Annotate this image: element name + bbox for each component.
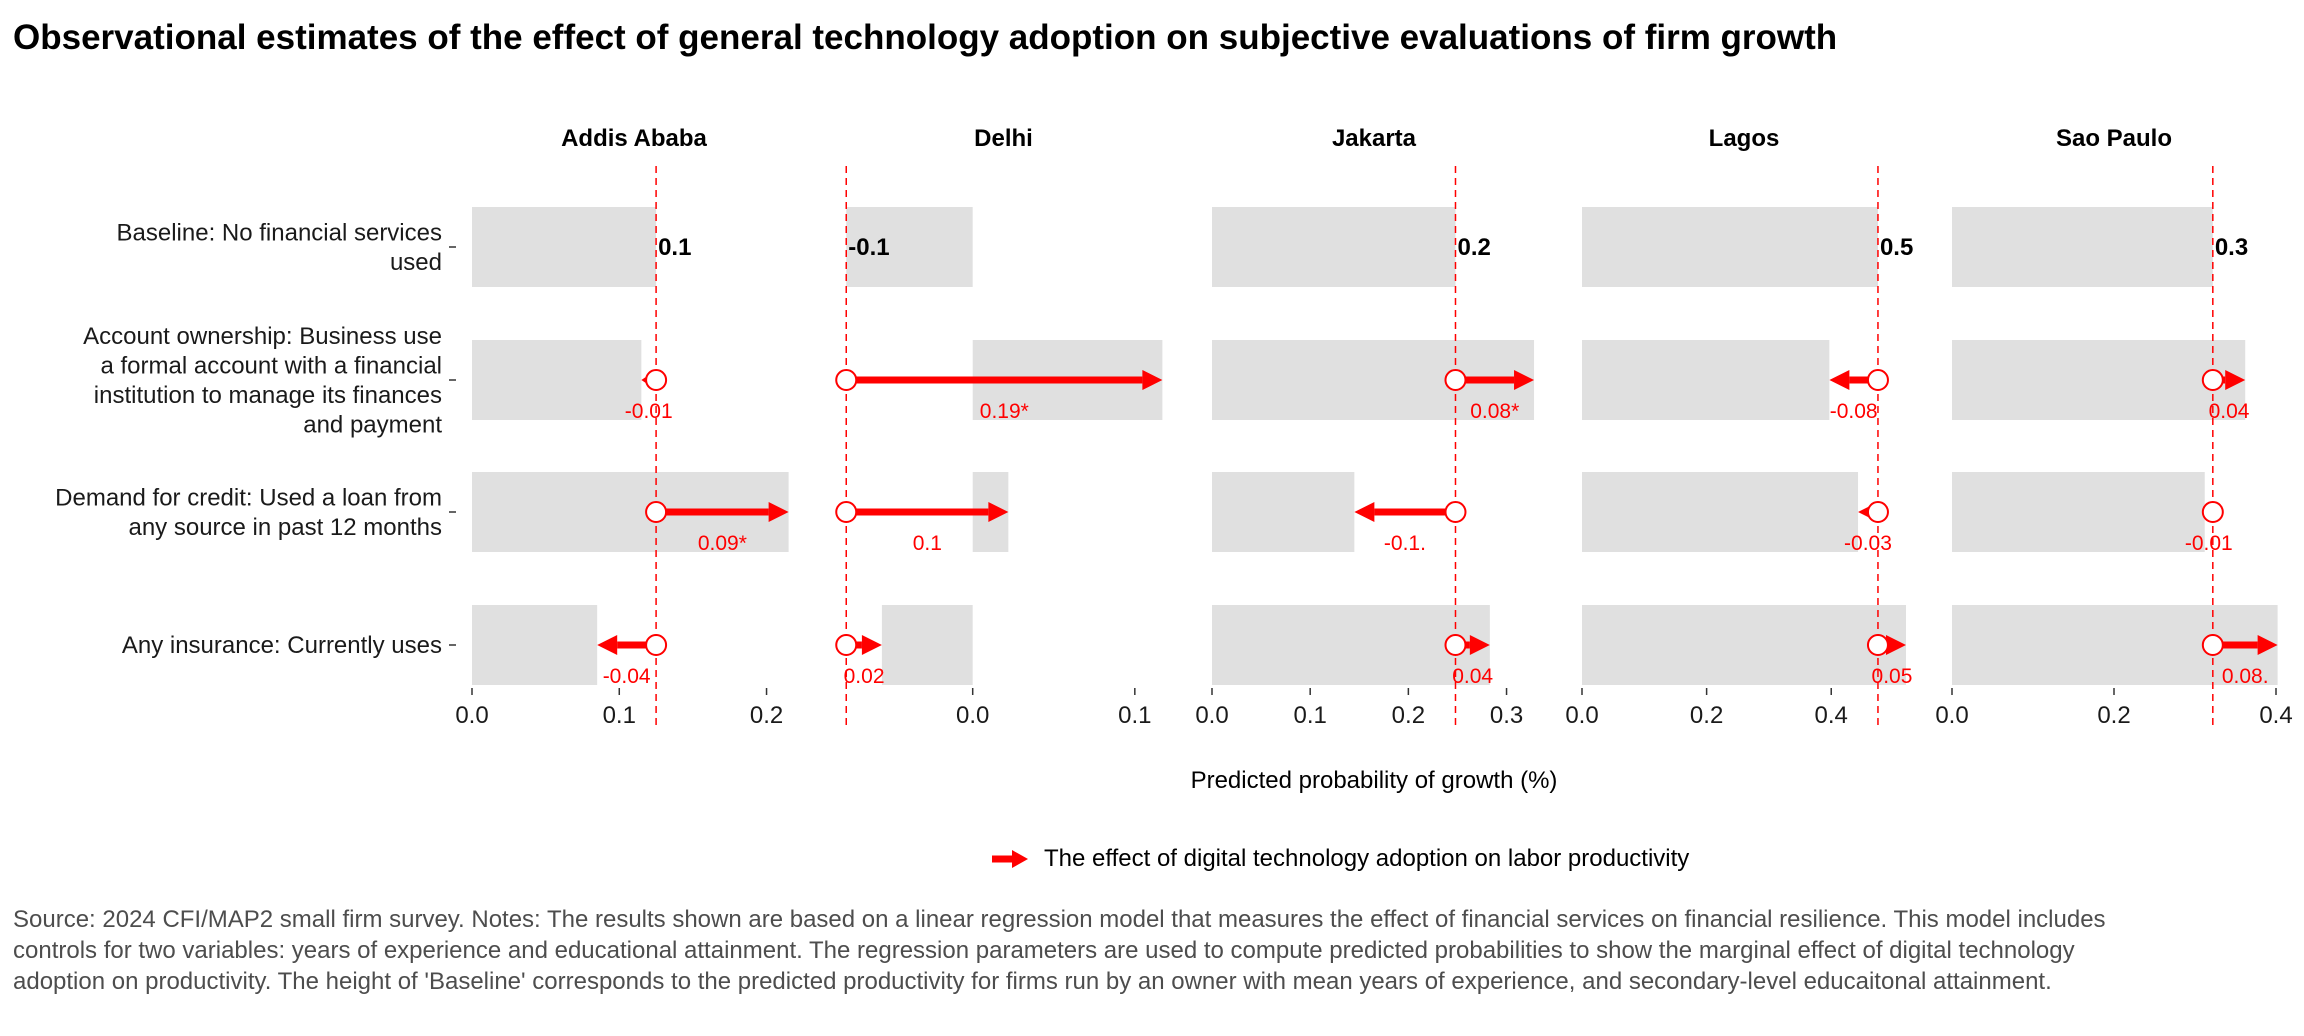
arrow-icon — [992, 850, 1028, 868]
effect-label: -0.04 — [603, 665, 651, 688]
bar — [1952, 472, 2205, 552]
x-tick-label: 0.3 — [1490, 702, 1523, 729]
x-tick-label: 0.0 — [1565, 702, 1598, 729]
effect-origin-point — [2201, 634, 2224, 656]
baseline-value-label: 0.3 — [2215, 234, 2248, 261]
effect-arrow-head — [1469, 635, 1490, 655]
effect-arrow-head — [1886, 635, 1906, 655]
panel-title: Sao Paulo — [2056, 125, 2172, 152]
effect-arrow-head — [1829, 370, 1850, 390]
bar — [1212, 605, 1490, 685]
effect-origin-point — [645, 634, 668, 656]
x-tick-label: 0.1 — [603, 702, 636, 729]
bar — [1582, 340, 1830, 420]
row-label: Account ownership: Business use — [83, 323, 442, 350]
effect-label: 0.08. — [2222, 665, 2269, 688]
effect-origin-point — [1866, 369, 1889, 391]
effect-origin-point — [1866, 501, 1889, 523]
bar — [472, 207, 657, 287]
row-label: any source in past 12 months — [128, 514, 442, 541]
effect-arrow-head — [1142, 370, 1163, 390]
bar — [1582, 472, 1859, 552]
effect-arrow-head — [2257, 635, 2278, 655]
effect-label: -0.08 — [1830, 400, 1878, 423]
effect-origin-point — [1444, 369, 1467, 391]
effect-label: 0.1 — [913, 532, 942, 555]
row-label: a formal account with a financial — [100, 352, 442, 379]
effect-arrow-head — [1514, 370, 1535, 390]
effect-origin-point — [645, 501, 668, 523]
bar — [1582, 605, 1906, 685]
chart-title: Observational estimates of the effect of… — [13, 18, 1838, 57]
bar — [472, 605, 598, 685]
effect-origin-point — [835, 501, 858, 523]
effect-label: 0.04 — [1452, 665, 1493, 688]
bar — [1952, 340, 2246, 420]
effect-label: -0.01 — [625, 400, 673, 423]
bar — [1212, 207, 1456, 287]
effect-label: 0.05 — [1872, 665, 1913, 688]
baseline-value-label: 0.2 — [1457, 234, 1490, 261]
x-tick-label: 0.0 — [455, 702, 488, 729]
effect-origin-point — [835, 369, 858, 391]
effect-origin-point — [1444, 634, 1467, 656]
x-tick-label: 0.0 — [1195, 702, 1228, 729]
effect-origin-point — [645, 369, 668, 391]
effect-origin-point — [2201, 369, 2224, 391]
effect-arrow-head — [1354, 502, 1375, 522]
x-tick-label: 0.2 — [1690, 702, 1723, 729]
effect-arrow-head — [597, 635, 618, 655]
baseline-value-label: 0.1 — [658, 234, 691, 261]
effect-label: 0.04 — [2209, 400, 2250, 423]
x-tick-label: 0.4 — [1815, 702, 1848, 729]
effect-label: 0.09* — [698, 532, 747, 555]
baseline-value-label: 0.5 — [1880, 234, 1913, 261]
bar — [1582, 207, 1878, 287]
effect-label: -0.1. — [1384, 532, 1426, 555]
x-axis-title: Predicted probability of growth (%) — [1191, 767, 1558, 794]
effect-label: 0.08* — [1470, 400, 1519, 423]
x-tick-label: 0.0 — [956, 702, 989, 729]
x-tick-label: 0.1 — [1293, 702, 1326, 729]
faceted-chart: Baseline: No financial services used Accou… — [55, 125, 2293, 794]
x-tick-label: 0.0 — [1935, 702, 1968, 729]
effect-arrow-head — [861, 635, 882, 655]
bar — [1952, 207, 2213, 287]
source-note: Source: 2024 CFI/MAP2 small firm survey.… — [13, 906, 2106, 995]
x-tick-label: 0.2 — [2097, 702, 2130, 729]
x-tick-label: 0.4 — [2259, 702, 2292, 729]
row-label: Baseline: No financial services — [117, 219, 443, 246]
panel-title: Addis Ababa — [561, 125, 707, 152]
x-tick-label: 0.1 — [1118, 702, 1151, 729]
row-label: institution to manage its finances — [94, 382, 442, 409]
panel-title: Lagos — [1709, 125, 1780, 152]
effect-origin-point — [2201, 501, 2224, 523]
effect-label: 0.02 — [844, 665, 885, 688]
row-label: and payment — [303, 411, 442, 438]
row-label: used — [390, 249, 442, 276]
effect-arrow-head — [768, 502, 789, 522]
row-label: Any insurance: Currently uses — [122, 632, 442, 659]
effect-arrow-head — [2225, 370, 2246, 390]
panel-title: Jakarta — [1332, 125, 1417, 152]
panel-title: Delhi — [974, 125, 1033, 152]
bar — [1212, 472, 1355, 552]
effect-label: -0.03 — [1844, 532, 1892, 555]
effect-arrow-head — [988, 502, 1009, 522]
effect-label: -0.01 — [2185, 532, 2233, 555]
legend-label: The effect of digital technology adoptio… — [1044, 845, 1690, 872]
x-tick-label: 0.2 — [750, 702, 783, 729]
x-tick-label: 0.2 — [1392, 702, 1425, 729]
bar — [846, 207, 973, 287]
bar — [881, 605, 973, 685]
baseline-value-label: -0.1 — [848, 234, 889, 261]
row-label: Demand for credit: Used a loan from — [55, 484, 442, 511]
bar — [472, 340, 642, 420]
effect-origin-point — [1444, 501, 1467, 523]
legend: The effect of digital technology adoptio… — [990, 842, 1689, 876]
effect-origin-point — [835, 634, 858, 656]
effect-origin-point — [1866, 634, 1889, 656]
effect-label: 0.19* — [980, 400, 1029, 423]
